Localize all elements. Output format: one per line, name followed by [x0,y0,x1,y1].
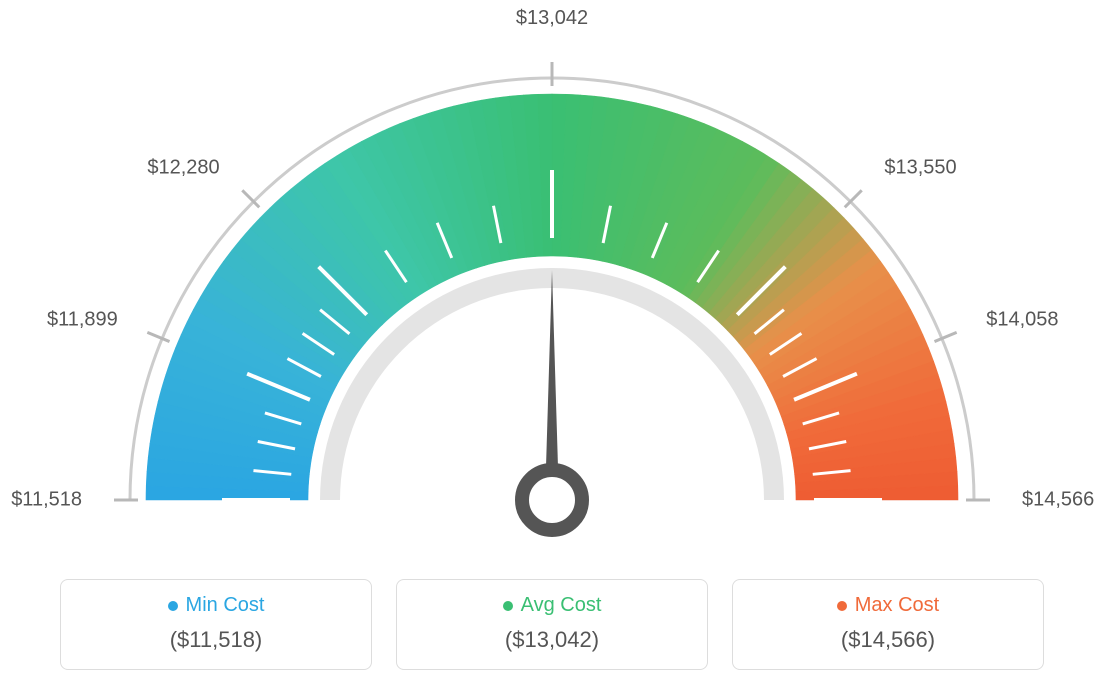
legend-avg-title: Avg Cost [521,594,602,617]
legend-min-title-row: Min Cost [168,594,265,617]
legend-avg-value: ($13,042) [407,627,697,653]
gauge-chart: $11,518 $11,899 $12,280 $13,042 $13,550 $14,0… [0,0,1104,560]
gauge-tick-label: $11,899 [47,309,118,332]
gauge-tick-label: $11,518 [11,489,82,512]
legend-min-dot-icon [168,601,178,611]
legend-max-dot-icon [837,601,847,611]
legend-max-title-row: Max Cost [837,594,939,617]
legend-avg-title-row: Avg Cost [503,594,602,617]
legend-max-title: Max Cost [855,594,939,617]
gauge-tick-label: $14,566 [1022,489,1094,512]
gauge-hub [522,470,582,530]
gauge-tick-label: $13,042 [516,7,588,30]
gauge-tick-label: $12,280 [147,156,219,179]
legend-min-box: Min Cost ($11,518) [60,579,372,670]
gauge-tick-label: $13,550 [884,156,956,179]
legend-min-title: Min Cost [186,594,265,617]
gauge-tick-label: $14,058 [986,309,1058,332]
legend-avg-box: Avg Cost ($13,042) [396,579,708,670]
legend-min-value: ($11,518) [71,627,361,653]
gauge-svg [0,0,1104,560]
legend-max-value: ($14,566) [743,627,1033,653]
legend-avg-dot-icon [503,601,513,611]
legend-row: Min Cost ($11,518) Avg Cost ($13,042) Ma… [60,579,1044,670]
legend-max-box: Max Cost ($14,566) [732,579,1044,670]
